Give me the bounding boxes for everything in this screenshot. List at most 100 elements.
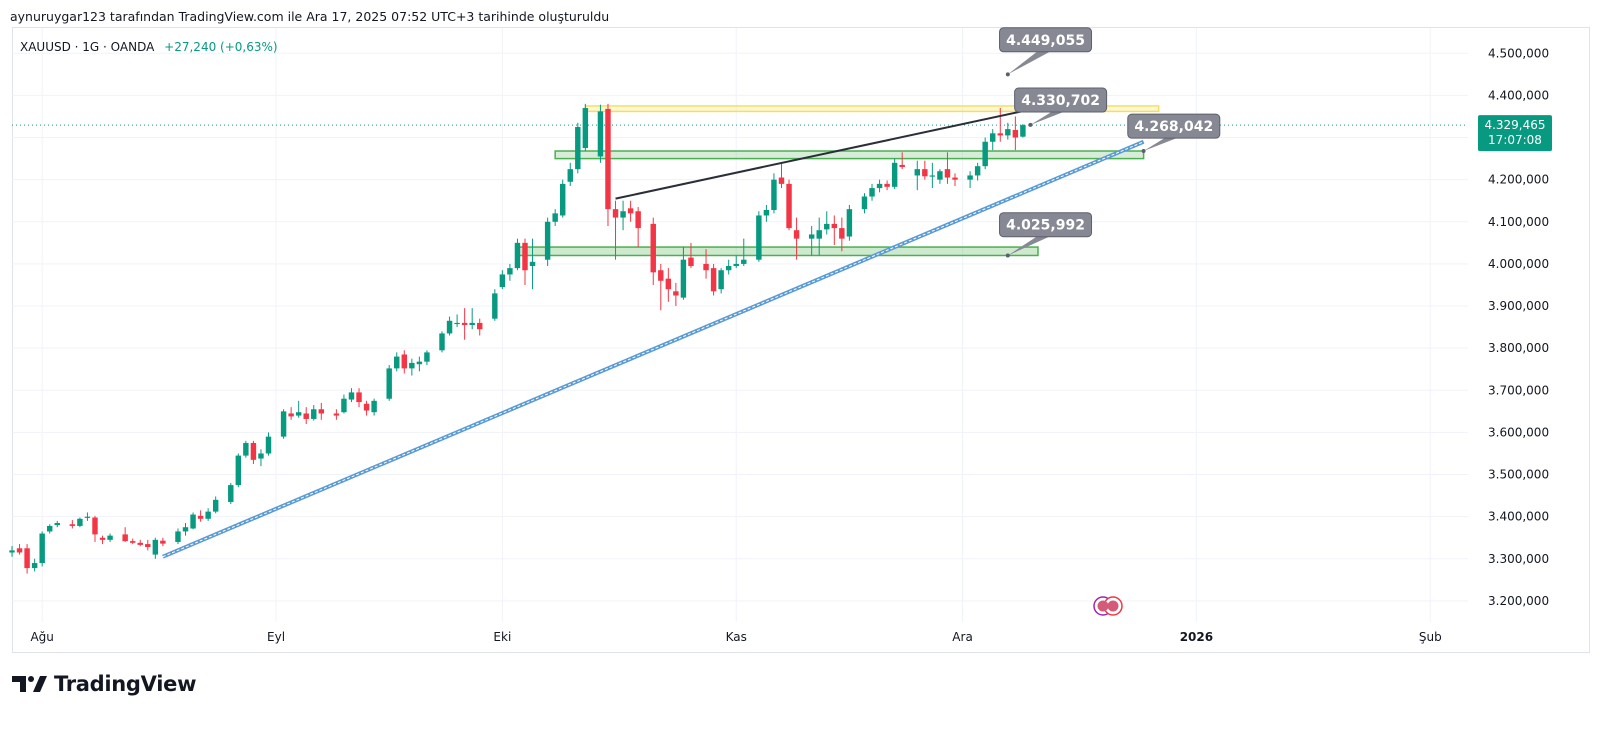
callout-anchor-dot — [1028, 122, 1033, 127]
candle-up — [718, 270, 724, 290]
candle-up — [348, 392, 355, 400]
support-zone-low[interactable] — [516, 246, 1039, 257]
candle-down — [839, 228, 845, 239]
candle-down — [612, 209, 619, 218]
candle-down — [665, 278, 672, 290]
candle-down — [129, 541, 136, 543]
callout-pointer — [1007, 234, 1054, 256]
chart-attribution: aynuruygar123 tarafından TradingView.com… — [10, 9, 610, 24]
support-zone-mid[interactable] — [554, 150, 1145, 160]
price-callout-label: 4.025,992 — [1006, 218, 1085, 234]
us-flag-fill — [1107, 600, 1119, 612]
candle-down — [99, 537, 106, 540]
price-callout-label: 4.449,055 — [1006, 33, 1085, 49]
time-tick-label: 2026 — [1180, 630, 1213, 644]
candle-down — [688, 257, 694, 267]
price-tick-label: 4.000,000 — [1488, 257, 1549, 271]
candle-up — [967, 175, 973, 180]
time-tick-label: Kas — [726, 630, 747, 644]
price-tick-label: 3.900,000 — [1488, 299, 1549, 313]
candle-up — [808, 234, 815, 239]
candle-down — [356, 392, 362, 403]
time-tick-label: Ağu — [30, 630, 53, 644]
candle-down — [710, 268, 717, 292]
candle-up — [394, 356, 400, 369]
candle-up — [182, 527, 189, 532]
candle-up — [39, 533, 45, 564]
candle-up — [258, 453, 264, 459]
price-tick-label: 4.100,000 — [1488, 215, 1549, 229]
time-tick-label: Ara — [952, 630, 973, 644]
last-price-value: 4.329,465 — [1484, 118, 1545, 132]
candle-down — [703, 263, 709, 271]
chart-pane[interactable] — [12, 27, 1590, 653]
support-trendline-inner — [162, 141, 1144, 558]
trendline-layer[interactable] — [162, 92, 1145, 559]
candle-down — [461, 322, 468, 325]
price-tick-label: 3.600,000 — [1488, 425, 1549, 439]
candle-down — [24, 548, 30, 569]
time-tick-label: Eki — [493, 630, 511, 644]
candle-down — [69, 524, 76, 526]
candle-up — [295, 412, 302, 416]
candles-layer — [9, 103, 1026, 574]
candle-up — [552, 213, 558, 222]
symbol-label[interactable]: XAUUSD · 1G · OANDA — [20, 40, 155, 54]
time-tick-label: Eyl — [267, 630, 285, 644]
candle-up — [559, 183, 566, 216]
price-callout[interactable] — [999, 27, 1093, 53]
candle-down — [522, 242, 528, 271]
us-flag-fill — [1097, 600, 1109, 612]
candle-up — [469, 322, 475, 325]
candle-up — [341, 398, 347, 413]
candle-up — [567, 169, 573, 182]
candle-up — [446, 320, 453, 334]
candle-up — [175, 531, 181, 542]
candle-down — [952, 177, 958, 180]
candle-up — [152, 539, 159, 555]
callout-pointer — [1143, 136, 1182, 152]
candle-up — [47, 525, 53, 532]
candle-down — [137, 542, 143, 545]
candle-up — [575, 127, 581, 170]
price-tick-label: 4.200,000 — [1488, 173, 1549, 187]
price-callout[interactable] — [999, 212, 1093, 238]
candle-down — [650, 223, 656, 273]
candle-up — [733, 263, 739, 267]
candle-down — [288, 413, 294, 417]
price-tick-label: 4.500,000 — [1488, 46, 1549, 60]
callout-layer[interactable]: 4.449,055 4.330,702 4.268,042 4.025,992 — [999, 27, 1221, 258]
candle-down — [92, 517, 98, 535]
symbol-legend[interactable]: XAUUSD · 1G · OANDA +27,240 (+0,63%) — [20, 40, 278, 54]
candle-up — [235, 455, 242, 486]
candle-down — [786, 183, 792, 229]
candle-up — [529, 261, 536, 267]
candle-down — [884, 183, 890, 187]
price-change: +27,240 (+0,63%) — [164, 40, 278, 54]
candle-down — [145, 544, 151, 548]
candle-up — [725, 266, 732, 271]
brand-footer[interactable]: TradingView — [12, 672, 196, 696]
candle-up — [280, 411, 287, 437]
candle-up — [499, 274, 506, 288]
callout-anchor-dot — [1005, 253, 1010, 258]
economic-events[interactable] — [1093, 596, 1123, 616]
bar-countdown: 17:07:08 — [1488, 133, 1542, 147]
price-callout[interactable] — [1014, 87, 1108, 113]
tradingview-logo-icon — [12, 676, 47, 692]
price-axis[interactable]: 3.200,000 3.300,000 3.400,000 3.500,000 3.60… — [1478, 46, 1552, 608]
candle-down — [160, 540, 166, 544]
candle-down — [318, 409, 325, 414]
candle-up — [861, 196, 868, 210]
chart-canvas[interactable]: 4.449,055 4.330,702 4.268,042 4.025,992 3.2… — [0, 0, 1600, 660]
candle-down — [1012, 129, 1019, 138]
price-callout[interactable] — [1127, 113, 1221, 139]
price-tick-label: 3.700,000 — [1488, 383, 1549, 397]
candle-up — [265, 436, 272, 454]
time-axis[interactable]: Ağu Eyl Eki Kas Ara 2026 Şub — [30, 630, 1441, 644]
candle-up — [1020, 125, 1026, 137]
last-price-label[interactable] — [1478, 115, 1552, 152]
candle-up — [891, 162, 898, 187]
callout-anchor-dot — [1141, 149, 1146, 154]
candle-up — [680, 259, 687, 298]
